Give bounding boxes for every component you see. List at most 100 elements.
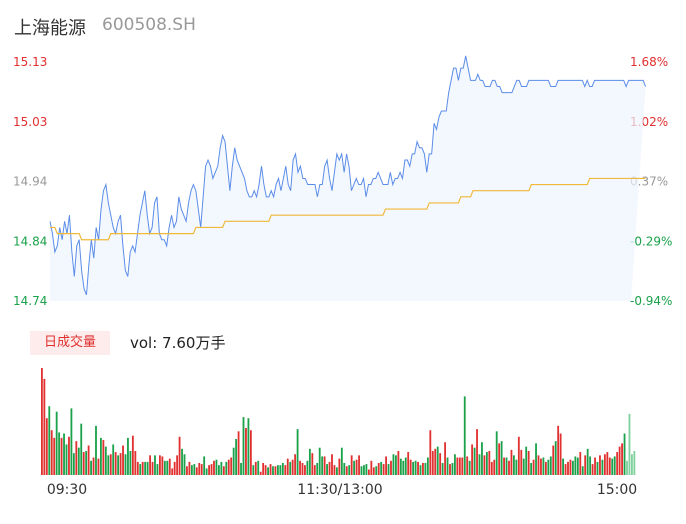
volume-bar: [564, 464, 567, 475]
volume-bar: [100, 437, 102, 475]
volume-bar: [183, 454, 186, 475]
volume-bar: [343, 462, 346, 475]
volume-bar: [235, 438, 238, 475]
y-right-tick-label: 1.68%: [630, 55, 668, 69]
y-left-tick-label: 15.03: [13, 115, 47, 129]
volume-bar: [424, 462, 427, 475]
volume-bar: [313, 465, 316, 475]
volume-bar: [419, 465, 422, 475]
volume-bar: [257, 460, 260, 475]
volume-bar: [591, 464, 594, 475]
volume-bar: [596, 461, 599, 475]
volume-bar: [279, 465, 282, 475]
y-right-tick-label: -0.29%: [630, 234, 672, 248]
volume-bar: [603, 454, 606, 475]
y-left-tick-label: 15.13: [13, 55, 47, 69]
volume-bar: [490, 461, 493, 475]
volume-bar: [606, 452, 609, 475]
volume-bar: [392, 454, 395, 475]
volume-bar: [449, 464, 451, 475]
volume-bar: [321, 456, 324, 475]
volume-bar: [168, 458, 171, 475]
volume-bar: [269, 464, 272, 475]
volume-bar: [178, 436, 181, 475]
daily-volume-badge[interactable]: 日成交量: [30, 331, 110, 355]
volume-bar: [461, 457, 464, 475]
volume-bar: [530, 462, 533, 475]
volume-bar: [97, 458, 100, 475]
volume-bar: [232, 447, 235, 475]
volume-bar: [471, 444, 474, 475]
volume-bar: [409, 459, 412, 475]
volume-bar: [431, 450, 434, 475]
volume-bar: [554, 441, 557, 475]
volume-bar: [252, 465, 255, 475]
volume-bar: [385, 456, 387, 475]
volume-bar: [291, 459, 294, 475]
x-tick-label: 09:30: [47, 482, 87, 498]
volume-bar: [166, 460, 169, 475]
y-left-tick-label: 14.84: [13, 234, 47, 248]
volume-bar: [129, 450, 132, 475]
volume-bar: [513, 455, 515, 475]
volume-bar: [336, 467, 338, 475]
volume-bar: [107, 455, 110, 475]
y-right-tick-label: -0.94%: [630, 294, 672, 308]
volume-bar: [481, 442, 483, 475]
volume-bar: [230, 457, 233, 475]
volume-bar: [210, 464, 213, 475]
volume-bar: [631, 454, 633, 475]
volume-bar: [286, 458, 289, 475]
volume-bar: [119, 453, 122, 475]
volume-bar: [200, 464, 203, 475]
volume-bar: [301, 462, 304, 475]
volume-bar: [331, 454, 333, 475]
volume-bar: [576, 457, 579, 475]
volume-bar: [493, 459, 496, 475]
volume-bar: [579, 452, 582, 475]
volume-bar: [318, 447, 321, 475]
volume-bar: [87, 445, 90, 475]
volume-bar: [92, 457, 95, 475]
stock-name: 上海能源: [14, 18, 86, 39]
volume-bar: [299, 460, 301, 475]
volume-bar: [613, 456, 616, 475]
volume-bar: [333, 465, 336, 475]
volume-bar: [240, 462, 242, 475]
volume-bar: [547, 459, 550, 475]
volume-bar: [63, 433, 65, 475]
volume-bar: [249, 430, 252, 475]
volume-bar: [567, 461, 569, 475]
volume-bar: [306, 460, 309, 475]
volume-bar: [70, 408, 73, 475]
volume-bar: [508, 460, 510, 475]
volume-bar: [82, 452, 85, 475]
volume-bar: [267, 467, 269, 475]
volume-bar: [569, 459, 572, 475]
volume-bar: [503, 457, 505, 475]
volume-bar: [454, 454, 456, 475]
volume-bar: [272, 466, 274, 475]
volume-bar: [628, 413, 631, 475]
volume-bar: [414, 460, 417, 475]
volume-bar: [476, 429, 478, 475]
volume-bar: [586, 448, 589, 475]
volume-bar: [294, 454, 297, 475]
volume-bar: [581, 466, 584, 475]
volume-bar: [348, 465, 351, 475]
y-left-tick-label: 14.94: [13, 175, 47, 189]
stock-code: 600508.SH: [102, 15, 196, 35]
volume-bar: [542, 457, 545, 475]
volume-bar: [277, 465, 279, 475]
volume-bar: [146, 461, 149, 475]
volume-bar: [58, 432, 61, 475]
volume-bar: [525, 446, 528, 475]
volume-bar: [53, 437, 56, 475]
volume-bar: [139, 464, 142, 475]
volume-bar: [131, 435, 134, 475]
volume-bar: [173, 461, 176, 475]
price-area-fill: [50, 55, 646, 302]
volume-bar: [599, 455, 601, 475]
volume-bar: [399, 458, 402, 475]
volume-bar: [426, 457, 429, 475]
